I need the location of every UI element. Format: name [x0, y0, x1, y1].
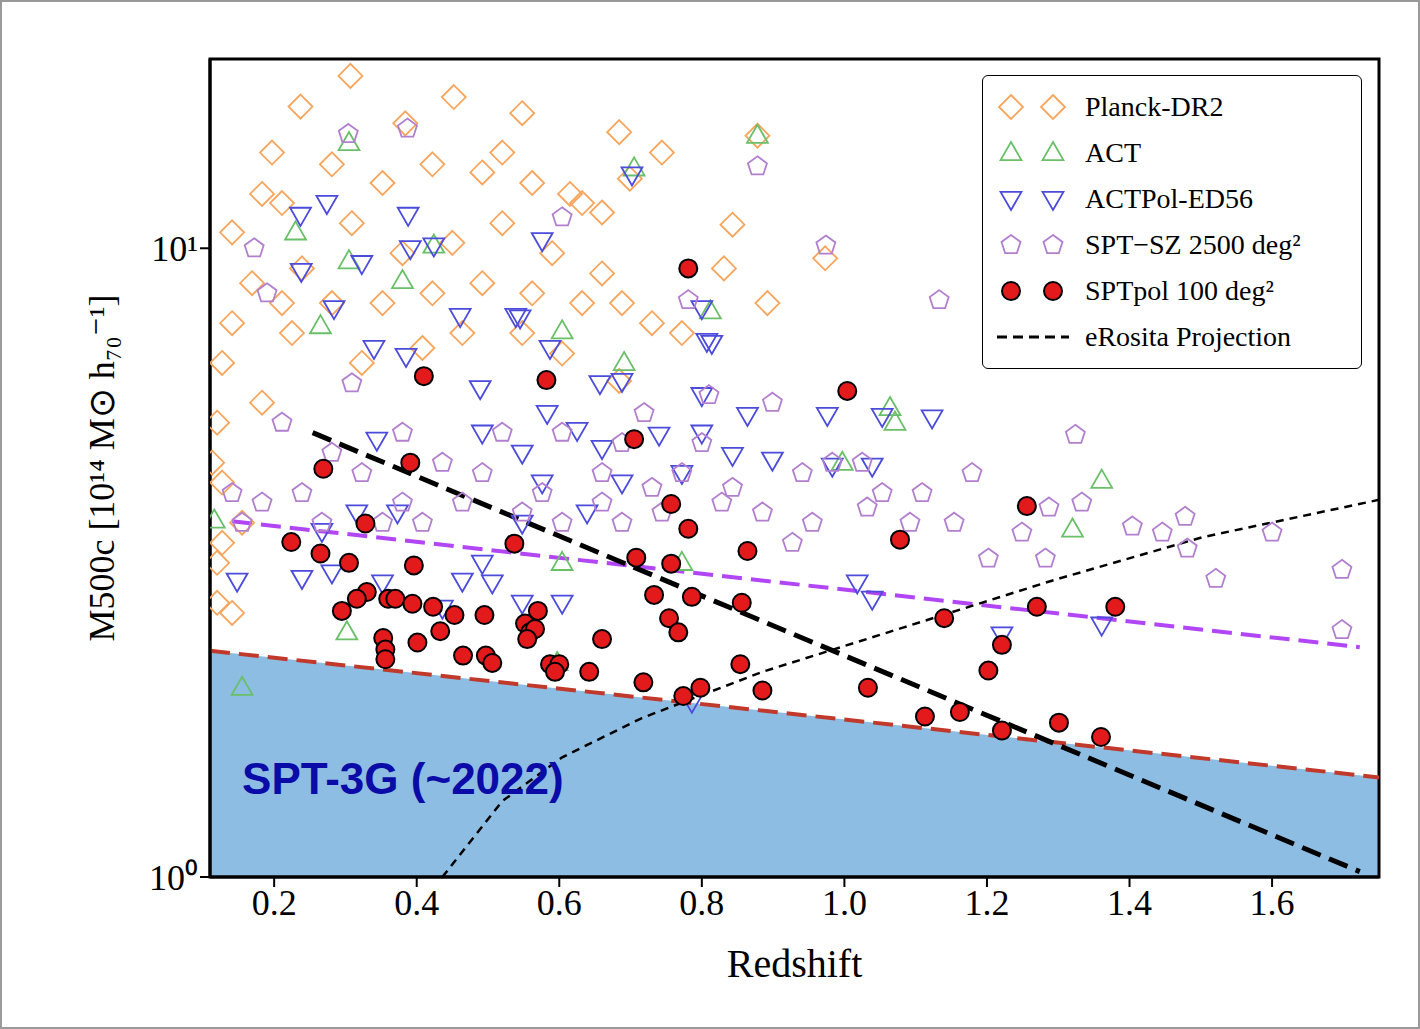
svg-text:0.6: 0.6 [537, 883, 582, 923]
svg-text:SPT-3G (~2022): SPT-3G (~2022) [242, 754, 564, 803]
svg-text:1.2: 1.2 [964, 883, 1009, 923]
svg-text:1.4: 1.4 [1107, 883, 1152, 923]
svg-text:Redshift: Redshift [727, 941, 863, 986]
svg-text:0.8: 0.8 [679, 883, 724, 923]
html-text:SPTpol 100 deg²: SPTpol 100 deg² [1085, 275, 1274, 306]
html-text:ACTPol-ED56: ACTPol-ED56 [1085, 183, 1253, 214]
svg-text:0.4: 0.4 [394, 883, 439, 923]
svg-text:10⁰: 10⁰ [149, 858, 198, 898]
html-text:Planck-DR2: Planck-DR2 [1085, 91, 1224, 122]
html-text:ACT: ACT [1085, 137, 1141, 168]
svg-text:10¹: 10¹ [151, 229, 198, 269]
html-text:SPT−SZ 2500 deg²: SPT−SZ 2500 deg² [1085, 229, 1301, 260]
svg-text:1.0: 1.0 [822, 883, 867, 923]
svg-text:1.6: 1.6 [1250, 883, 1295, 923]
html-text:M500c [10¹⁴ M⊙ h₇₀⁻¹]: M500c [10¹⁴ M⊙ h₇₀⁻¹] [82, 294, 122, 642]
html-text:eRosita Projection: eRosita Projection [1085, 321, 1292, 352]
svg-text:0.2: 0.2 [252, 883, 297, 923]
